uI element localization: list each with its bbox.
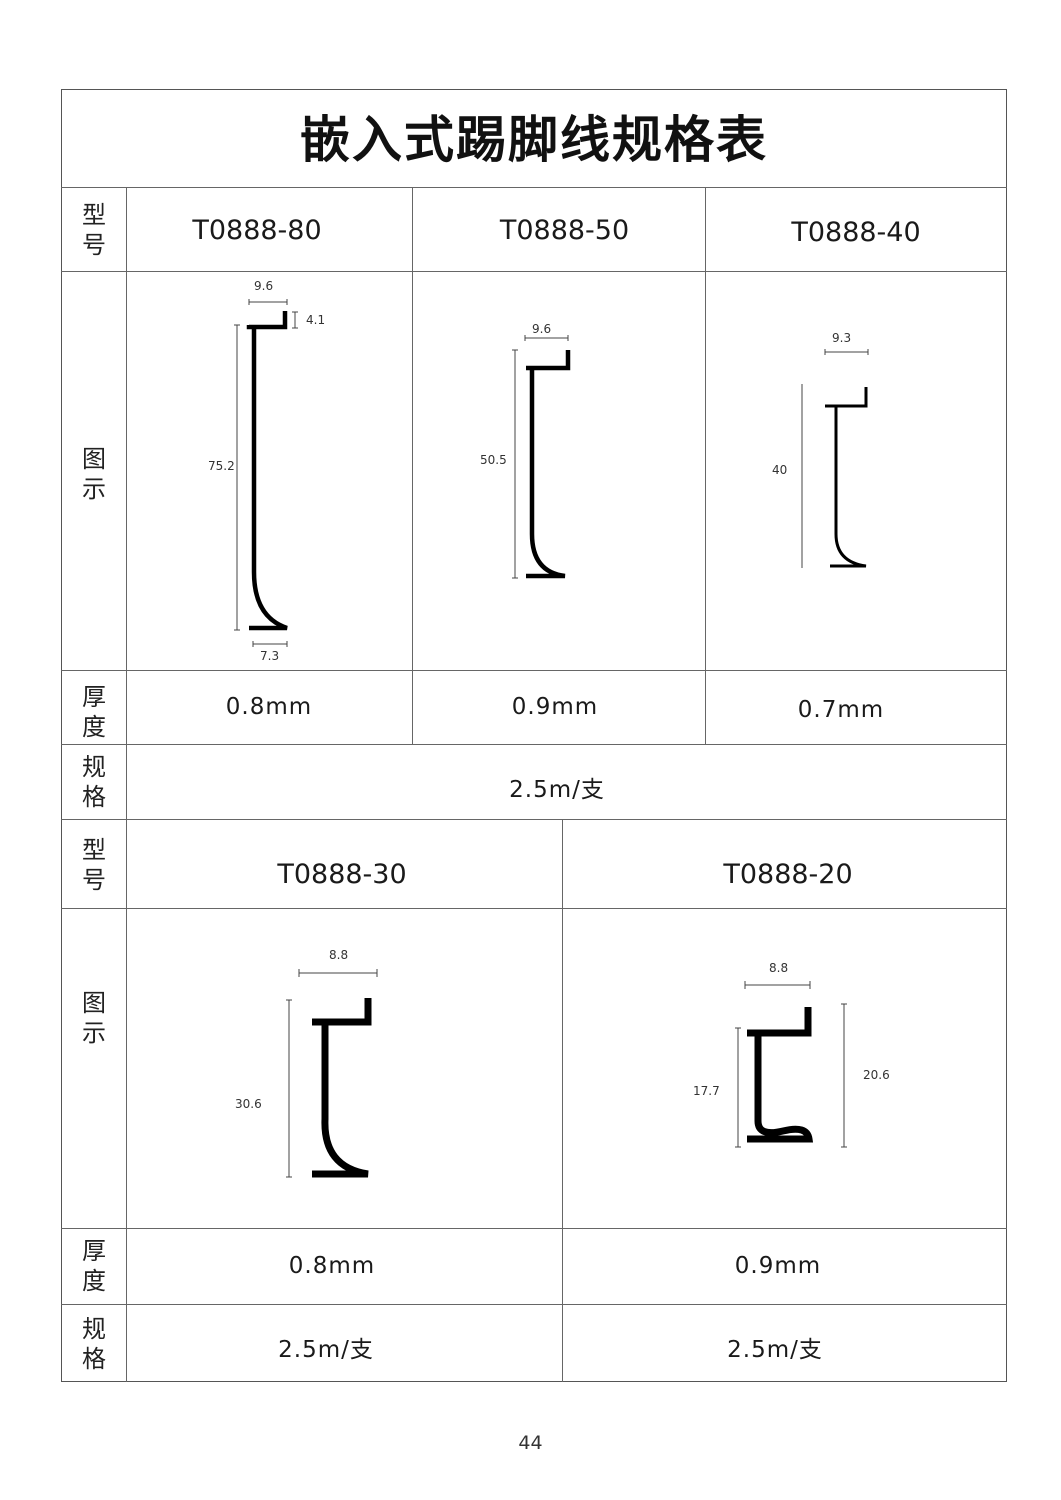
row-divider [61,1228,1007,1229]
spec-value: 2.5m/支 [509,777,605,803]
row-label-spec: 规格 [82,1315,106,1373]
row-divider [61,819,1007,820]
page-number: 44 [518,1432,543,1454]
spec-value: 2.5m/支 [278,1337,374,1363]
model-name: T0888-30 [277,859,407,890]
row-label-thickness: 厚度 [82,1237,106,1295]
row-label-model: 型号 [82,201,106,259]
profile-diagram-30: 8.8 30.6 [235,948,378,1178]
row-divider [61,670,1007,671]
row-label-spec: 规格 [82,753,106,811]
profile-diagram-20: 8.8 17.7 20.6 [693,961,890,1148]
thickness-value: 0.8mm [288,1253,376,1279]
row-label-diagram: 图示 [82,989,106,1047]
page-title: 嵌入式踢脚线规格表 [300,111,768,169]
model-name: T0888-20 [723,859,853,890]
model-name: T0888-50 [499,215,630,246]
profile-diagram-80: 9.6 4.1 75.2 7.3 [208,279,325,663]
row-divider [61,744,1007,745]
dim-label: 7.3 [260,649,279,663]
thickness-value: 0.9mm [734,1253,822,1279]
dim-label: 8.8 [769,961,788,975]
dim-label: 17.7 [693,1084,720,1098]
dim-label: 75.2 [208,459,235,473]
dim-label: 9.6 [532,322,551,336]
thickness-value: 0.7mm [797,697,885,723]
thickness-value: 0.9mm [511,694,599,720]
dim-label: 9.6 [254,279,273,293]
spec-table-frame [61,89,1007,1382]
row-divider [61,908,1007,909]
spec-value: 2.5m/支 [727,1337,823,1363]
dim-label: 20.6 [863,1068,890,1082]
dim-label: 8.8 [329,948,348,962]
dim-label: 30.6 [235,1097,262,1111]
model-name: T0888-80 [192,215,322,246]
label-column-divider [126,187,127,1382]
dim-label: 9.3 [832,331,851,345]
row-divider [61,271,1007,272]
dim-label: 4.1 [306,313,325,327]
row-label-diagram: 图示 [82,445,106,503]
row-label-thickness: 厚度 [82,683,106,741]
row-label-model: 型号 [82,836,106,894]
row-divider [61,1304,1007,1305]
model-name: T0888-40 [791,217,921,248]
profile-diagram-40: 9.3 40 [772,331,869,568]
row-divider [61,187,1007,188]
thickness-value: 0.8mm [225,694,313,720]
column-divider [412,187,413,744]
profile-diagram-50: 9.6 50.5 [480,322,571,579]
column-divider [705,187,706,744]
dim-label: 40 [772,463,787,477]
column-divider [562,819,563,1382]
dim-label: 50.5 [480,453,507,467]
